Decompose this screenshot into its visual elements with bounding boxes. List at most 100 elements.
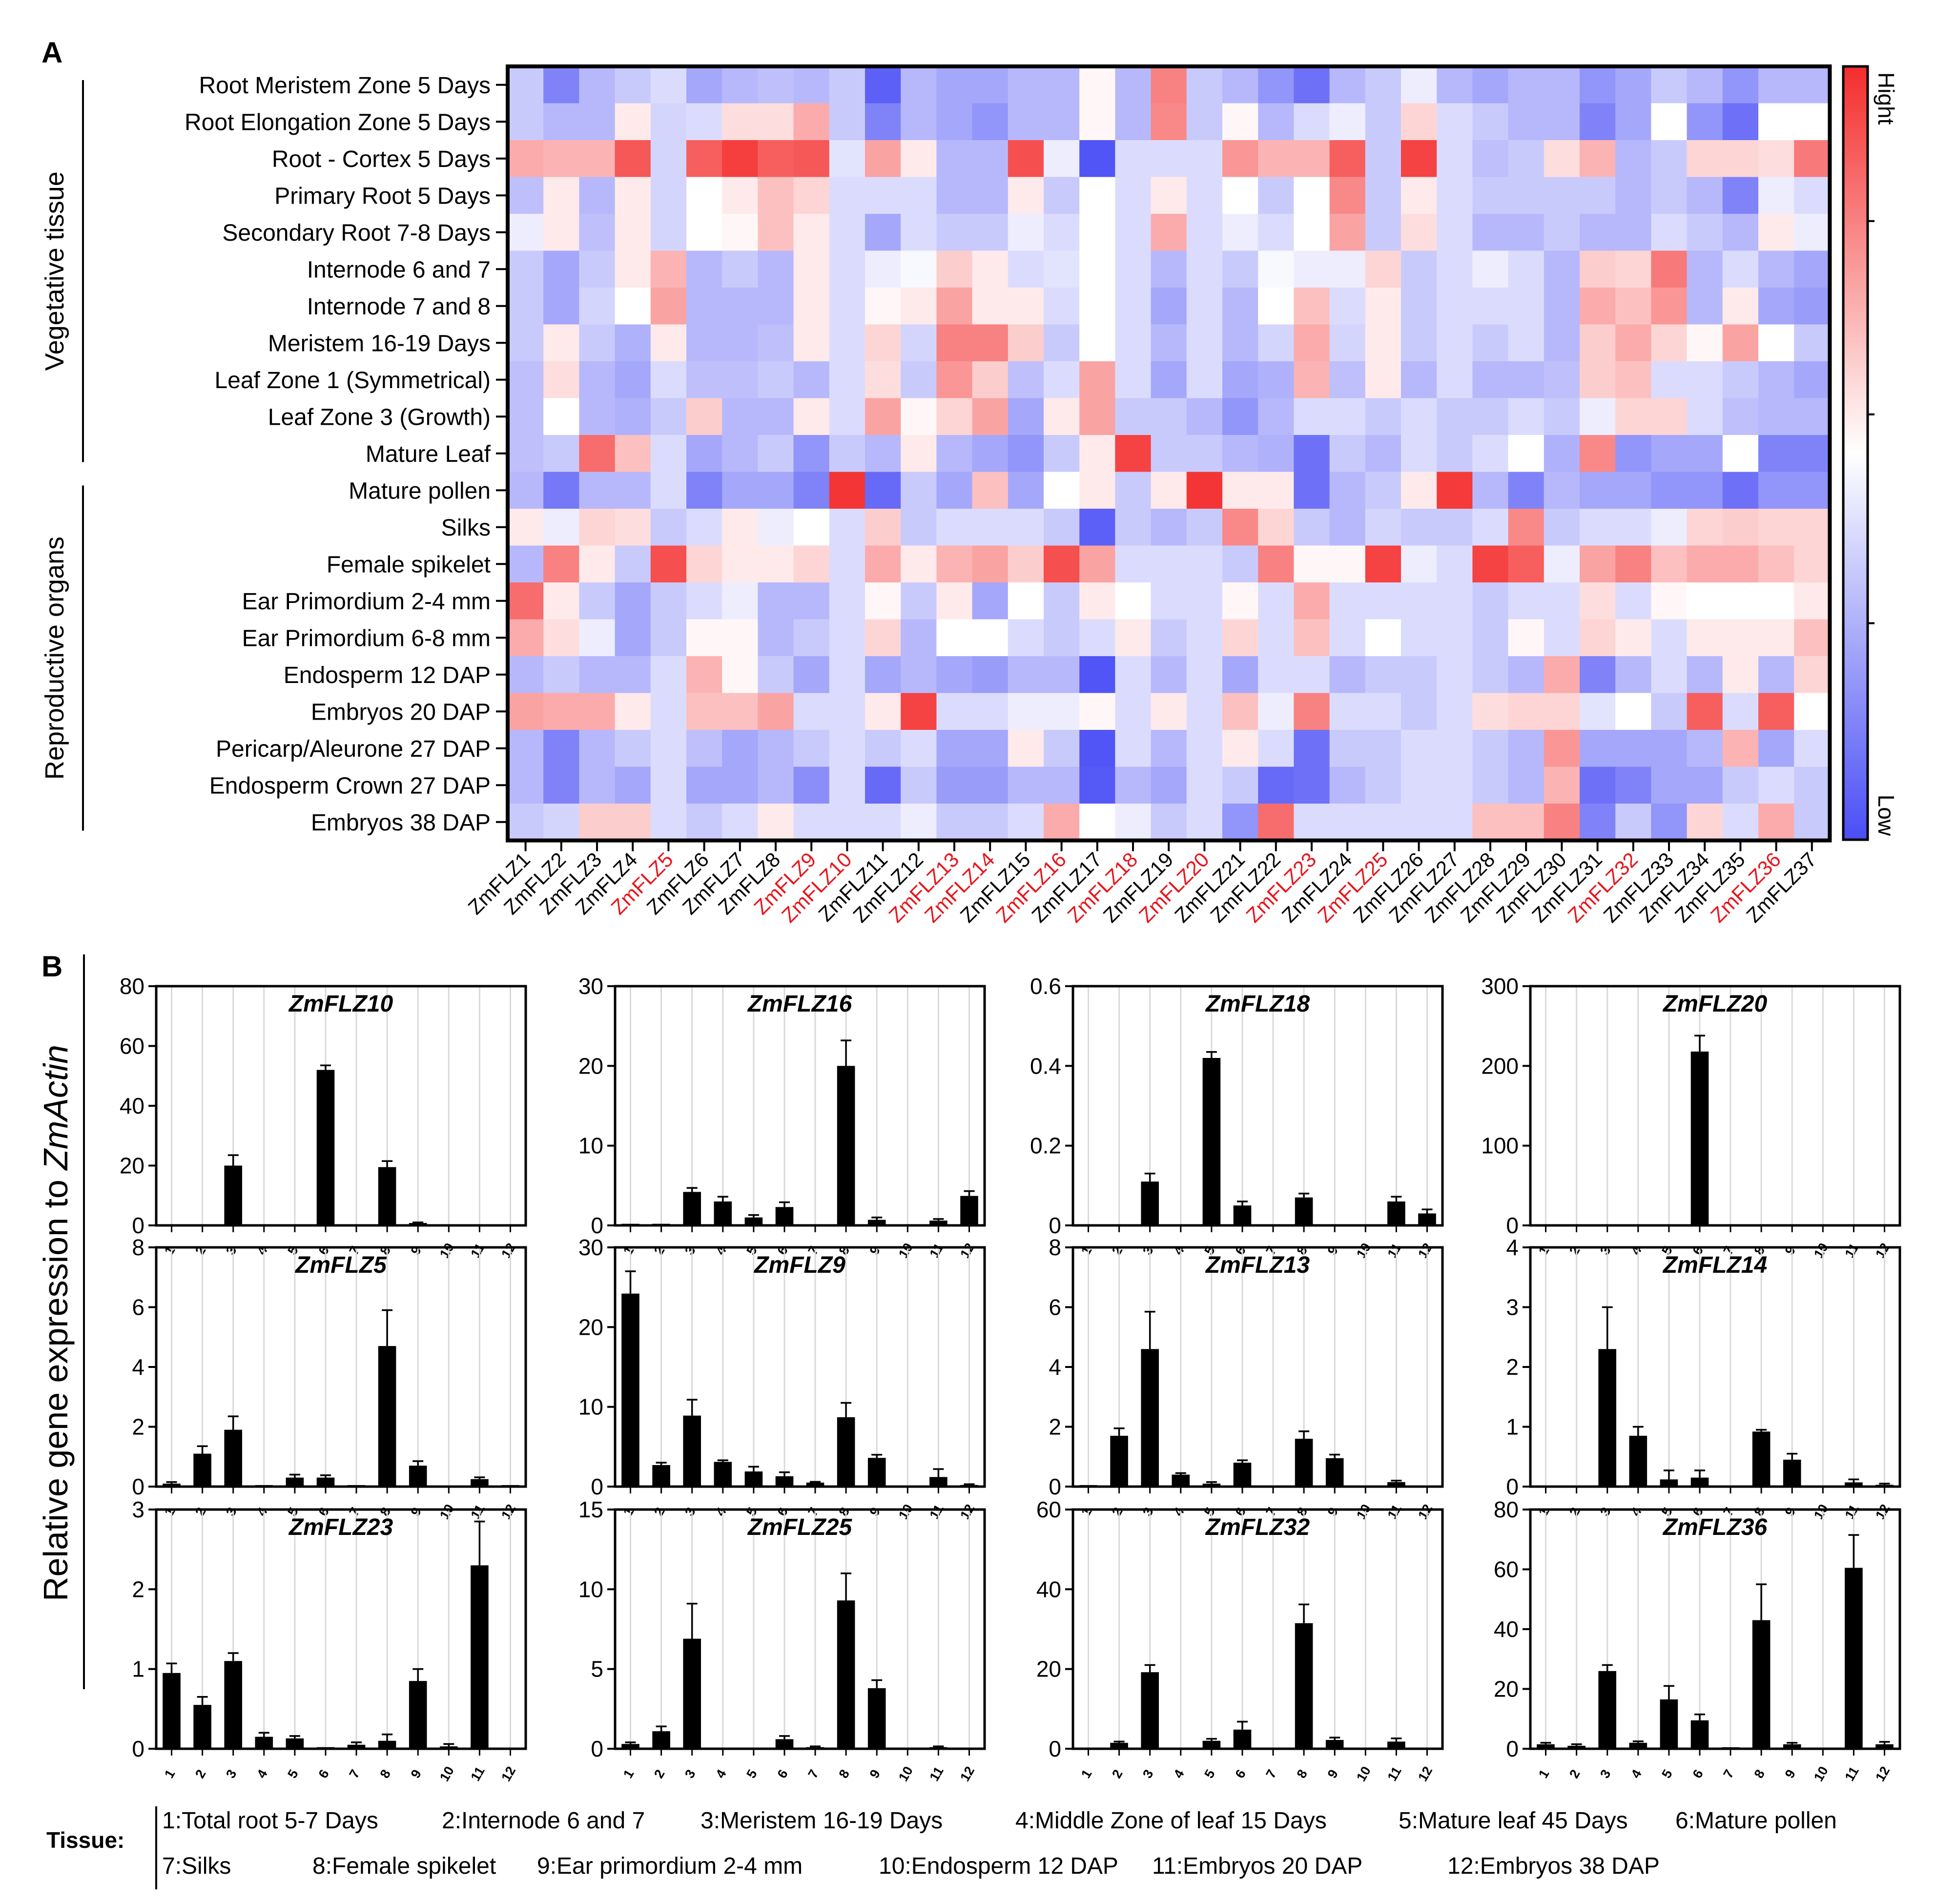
heatmap-cell-r13-c22	[1258, 509, 1294, 546]
heatmap-cell-r13-c26	[1401, 509, 1437, 546]
heatmap-cell-r7-c11	[865, 288, 901, 325]
x-tick-label: 2	[1566, 1767, 1583, 1780]
heatmap-cell-r7-c15	[1008, 288, 1044, 325]
bar-zmflz20-6	[1690, 1051, 1709, 1225]
bar-zmflz25-2	[652, 1731, 670, 1749]
heatmap-cell-r12-c19	[1151, 472, 1187, 509]
heatmap-cell-r19-c35	[1722, 730, 1759, 767]
heatmap-cell-r14-c34	[1687, 545, 1723, 583]
heatmap-cell-r18-c16	[1044, 693, 1080, 730]
heatmap-cell-r7-c18	[1115, 288, 1152, 325]
chart-title-zmflz13: ZmFLZ13	[1205, 1252, 1310, 1278]
heatmap-cell-r13-c32	[1615, 509, 1651, 546]
y-tick-label: 0	[591, 1213, 603, 1238]
heatmap-cell-r11-c26	[1401, 435, 1437, 473]
heatmap-cell-r12-c37	[1794, 472, 1830, 509]
bar-zmflz18-8	[1295, 1197, 1313, 1225]
heatmap-cell-r11-c20	[1186, 435, 1223, 473]
bar-zmflz23-1	[163, 1673, 181, 1749]
heatmap-cell-r8-c13	[936, 324, 973, 362]
heatmap-cell-r17-c4	[615, 656, 651, 694]
heatmap-cell-r3-c6	[686, 140, 722, 178]
y-tick-label: 5	[591, 1656, 603, 1682]
heatmap-cell-r2-c2	[543, 103, 579, 141]
x-tick-label: 9	[408, 1505, 424, 1518]
heatmap-cell-r1-c23	[1294, 66, 1330, 104]
heatmap-cell-r16-c22	[1258, 619, 1294, 657]
heatmap-cell-r15-c21	[1222, 582, 1258, 620]
heatmap-cell-r5-c21	[1222, 214, 1258, 251]
row-label-secondary-root-7-8-days: Secondary Root 7-8 Days	[222, 220, 491, 246]
heatmap-cell-r15-c13	[936, 582, 973, 620]
row-label-mature-pollen: Mature pollen	[349, 478, 491, 504]
chart-title-zmflz20: ZmFLZ20	[1662, 991, 1768, 1017]
heatmap-cell-r5-c36	[1758, 214, 1794, 251]
heatmap-cell-r2-c6	[686, 103, 722, 141]
bar-zmflz9-2	[652, 1465, 670, 1487]
heatmap-cell-r3-c22	[1258, 140, 1294, 178]
heatmap-cell-r5-c11	[865, 214, 901, 251]
heatmap-cell-r9-c3	[579, 361, 616, 399]
heatmap-cell-r2-c28	[1472, 103, 1509, 141]
heatmap-cell-r12-c18	[1115, 472, 1152, 509]
heatmap-cell-r8-c22	[1258, 324, 1294, 362]
heatmap-cell-r5-c25	[1365, 214, 1401, 251]
heatmap-cell-r1-c28	[1472, 66, 1509, 104]
heatmap-cell-r20-c34	[1687, 766, 1723, 804]
heatmap-cell-r10-c23	[1294, 398, 1330, 435]
heatmap-cell-r15-c28	[1472, 582, 1509, 620]
heatmap-cell-r13-c14	[972, 509, 1009, 546]
heatmap-cell-r1-c4	[615, 66, 651, 104]
x-tick-label: 4	[713, 1505, 729, 1518]
y-tick-label: 60	[1494, 1557, 1519, 1582]
heatmap-cell-r17-c13	[936, 656, 973, 694]
y-tick-label: 0	[1049, 1736, 1061, 1761]
heatmap-cell-r14-c10	[829, 545, 865, 583]
heatmap-cell-r13-c10	[829, 509, 865, 546]
heatmap-cell-r5-c22	[1258, 214, 1294, 251]
x-tick-label: 12	[498, 1241, 518, 1261]
heatmap-cell-r4-c34	[1687, 177, 1723, 214]
heatmap-cell-r12-c17	[1079, 472, 1115, 509]
x-tick-label: 1	[620, 1767, 637, 1780]
heatmap-cell-r8-c32	[1615, 324, 1651, 362]
heatmap-cell-r2-c14	[972, 103, 1009, 141]
heatmap-cell-r19-c22	[1258, 730, 1294, 767]
heatmap-cell-r19-c7	[722, 730, 758, 767]
heatmap-cell-r12-c10	[829, 472, 865, 509]
heatmap-cell-r20-c16	[1044, 766, 1080, 804]
heatmap-cell-r18-c1	[508, 693, 544, 730]
heatmap-cell-r10-c25	[1365, 398, 1401, 435]
y-tick-label: 0	[1506, 1213, 1519, 1238]
heatmap-cell-r12-c1	[508, 472, 544, 509]
x-tick-label: 11	[468, 1241, 487, 1261]
heatmap-cell-r11-c21	[1222, 435, 1258, 473]
heatmap-cell-r15-c31	[1580, 582, 1616, 620]
heatmap-cell-r4-c33	[1651, 177, 1688, 214]
heatmap-cell-r11-c11	[865, 435, 901, 473]
heatmap-cell-r9-c37	[1794, 361, 1830, 399]
heatmap-cell-r9-c26	[1401, 361, 1437, 399]
heatmap-cell-r6-c2	[543, 250, 579, 288]
bar-zmflz32-3	[1141, 1672, 1159, 1749]
heatmap-cell-r15-c22	[1258, 582, 1294, 620]
heatmap-cell-r14-c36	[1758, 545, 1794, 583]
heatmap-cell-r4-c11	[865, 177, 901, 214]
heatmap-cell-r13-c34	[1687, 509, 1723, 546]
heatmap-cell-r16-c26	[1401, 619, 1437, 657]
heatmap-cell-r21-c10	[829, 804, 865, 841]
heatmap-cell-r15-c32	[1615, 582, 1651, 620]
bar-zmflz36-5	[1660, 1699, 1678, 1749]
heatmap-cell-r10-c22	[1258, 398, 1294, 435]
heatmap-cell-r7-c16	[1044, 288, 1080, 325]
x-tick-label: 1	[620, 1243, 637, 1257]
heatmap-cell-r3-c29	[1508, 140, 1545, 178]
heatmap-cell-r12-c13	[936, 472, 973, 509]
x-tick-label: 3	[682, 1505, 698, 1518]
heatmap-cell-r21-c19	[1151, 804, 1187, 841]
y-tick-label: 40	[120, 1093, 144, 1118]
plot-frame	[1529, 985, 1901, 1227]
x-tick-label: 11	[927, 1502, 946, 1522]
heatmap-cell-r11-c32	[1615, 435, 1651, 473]
